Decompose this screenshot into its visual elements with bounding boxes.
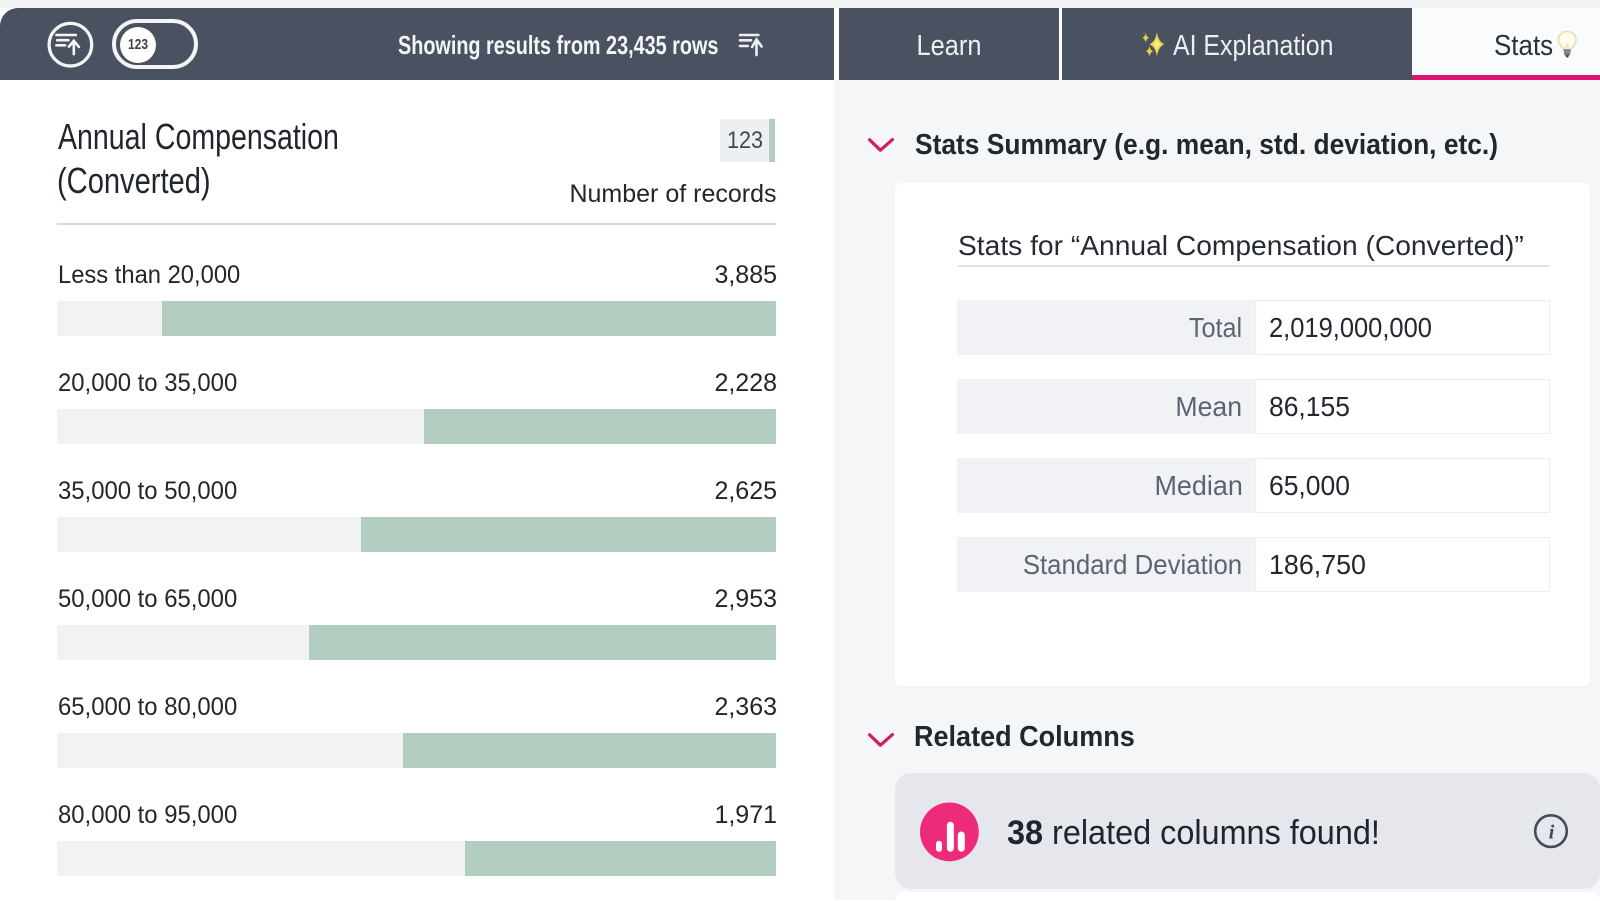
svg-text:i: i	[1549, 822, 1555, 844]
